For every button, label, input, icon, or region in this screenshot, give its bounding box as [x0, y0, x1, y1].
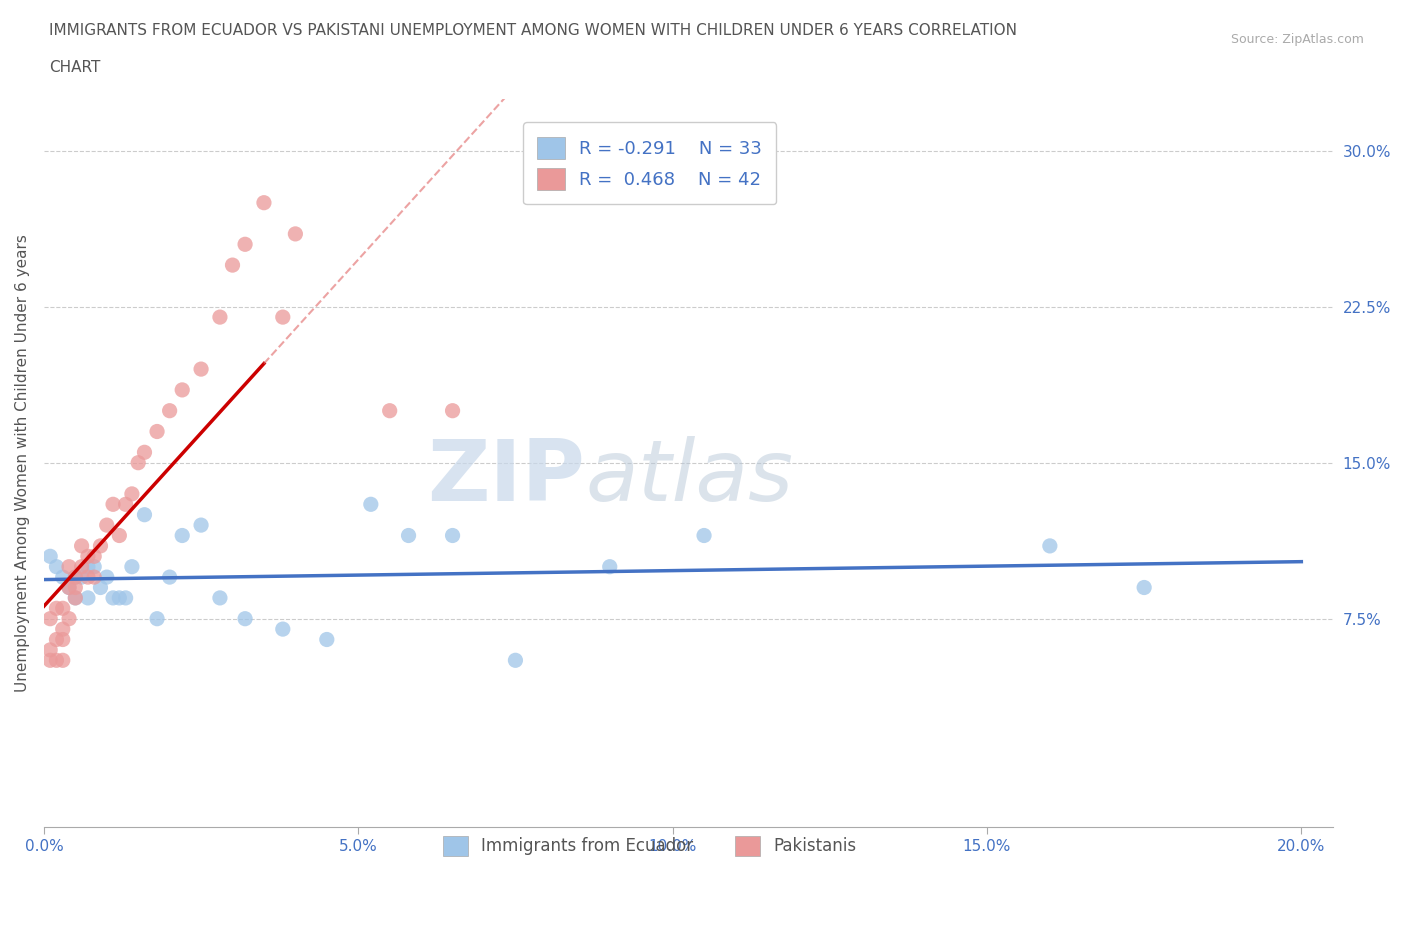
Point: [172, 382, 194, 397]
Point: [108, 591, 131, 605]
Point: [89, 538, 111, 553]
Point: [271, 621, 294, 636]
Point: [159, 570, 181, 585]
Point: [52, 621, 75, 636]
Point: [65, 570, 87, 585]
Point: [52, 601, 75, 616]
Point: [52, 632, 75, 647]
Point: [83, 570, 105, 585]
Text: ZIP: ZIP: [427, 436, 585, 519]
Point: [121, 559, 143, 574]
Point: [599, 559, 621, 574]
Text: CHART: CHART: [49, 60, 101, 75]
Point: [233, 611, 256, 626]
Point: [70, 570, 93, 585]
Point: [221, 258, 243, 272]
Y-axis label: Unemployment Among Women with Children Under 6 years: Unemployment Among Women with Children U…: [15, 233, 30, 692]
Point: [1133, 580, 1156, 595]
Point: [83, 559, 105, 574]
Point: [114, 497, 136, 512]
Point: [441, 528, 464, 543]
Point: [121, 486, 143, 501]
Point: [96, 570, 118, 585]
Point: [77, 591, 100, 605]
Point: [114, 591, 136, 605]
Point: [58, 611, 80, 626]
Point: [505, 653, 527, 668]
Point: [159, 404, 181, 418]
Point: [58, 580, 80, 595]
Point: [208, 591, 231, 605]
Text: Source: ZipAtlas.com: Source: ZipAtlas.com: [1230, 33, 1364, 46]
Point: [39, 643, 62, 658]
Point: [58, 559, 80, 574]
Point: [271, 310, 294, 325]
Point: [58, 580, 80, 595]
Point: [77, 549, 100, 564]
Point: [65, 580, 87, 595]
Point: [1039, 538, 1062, 553]
Text: atlas: atlas: [585, 436, 793, 519]
Point: [77, 570, 100, 585]
Legend: Immigrants from Ecuador, Pakistanis: Immigrants from Ecuador, Pakistanis: [430, 822, 870, 870]
Text: IMMIGRANTS FROM ECUADOR VS PAKISTANI UNEMPLOYMENT AMONG WOMEN WITH CHILDREN UNDE: IMMIGRANTS FROM ECUADOR VS PAKISTANI UNE…: [49, 23, 1017, 38]
Point: [89, 580, 111, 595]
Point: [146, 424, 169, 439]
Point: [39, 653, 62, 668]
Point: [172, 528, 194, 543]
Point: [108, 528, 131, 543]
Point: [253, 195, 276, 210]
Point: [96, 518, 118, 533]
Point: [441, 404, 464, 418]
Point: [45, 559, 67, 574]
Point: [52, 653, 75, 668]
Point: [190, 518, 212, 533]
Point: [39, 549, 62, 564]
Point: [190, 362, 212, 377]
Point: [360, 497, 382, 512]
Point: [693, 528, 716, 543]
Point: [65, 591, 87, 605]
Point: [70, 559, 93, 574]
Point: [315, 632, 337, 647]
Point: [45, 601, 67, 616]
Point: [77, 559, 100, 574]
Point: [378, 404, 401, 418]
Point: [39, 611, 62, 626]
Point: [65, 591, 87, 605]
Point: [233, 237, 256, 252]
Point: [52, 570, 75, 585]
Point: [134, 445, 156, 459]
Point: [284, 227, 307, 242]
Point: [70, 538, 93, 553]
Point: [146, 611, 169, 626]
Point: [134, 507, 156, 522]
Point: [45, 653, 67, 668]
Point: [398, 528, 420, 543]
Point: [101, 591, 124, 605]
Point: [101, 497, 124, 512]
Point: [83, 549, 105, 564]
Point: [45, 632, 67, 647]
Point: [65, 570, 87, 585]
Point: [208, 310, 231, 325]
Point: [127, 456, 149, 471]
